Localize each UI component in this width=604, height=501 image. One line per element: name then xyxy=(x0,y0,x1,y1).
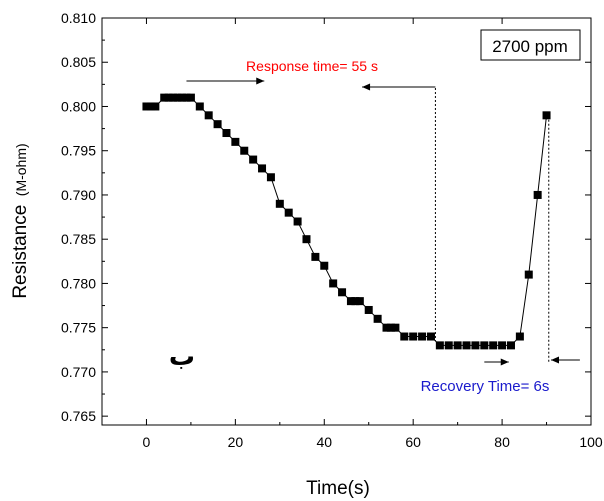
data-point xyxy=(515,332,524,341)
response-arrow-left xyxy=(362,83,436,91)
data-point xyxy=(178,93,187,102)
y-tick-label: 0.800 xyxy=(61,98,96,114)
data-point xyxy=(462,341,471,350)
data-series xyxy=(142,93,551,350)
x-tick-label: 40 xyxy=(316,434,332,450)
data-point xyxy=(302,235,311,244)
recovery-arrow-left xyxy=(550,356,580,364)
y-tick-label: 0.805 xyxy=(61,54,96,70)
data-point xyxy=(146,102,155,111)
y-axis-title-main: Resistance xyxy=(10,205,31,299)
x-axis-title: Time(s) xyxy=(306,478,370,499)
arrow-head xyxy=(500,358,509,366)
data-point xyxy=(498,341,507,350)
data-point xyxy=(213,120,222,129)
series-line xyxy=(146,97,548,346)
x-tick-label: 100 xyxy=(579,434,603,450)
data-point xyxy=(231,137,240,146)
y-tick-label: 0.795 xyxy=(61,143,96,159)
arrow-head xyxy=(256,77,265,85)
annotation-group xyxy=(186,77,580,366)
y-tick-label: 0.780 xyxy=(61,275,96,291)
data-point xyxy=(240,146,249,155)
data-point xyxy=(351,297,360,306)
data-point xyxy=(182,93,191,102)
data-point xyxy=(400,332,409,341)
response-time-label: Response time= 55 s xyxy=(246,58,378,74)
recovery-time-label: Recovery Time= 6s xyxy=(421,378,550,395)
data-point xyxy=(160,93,169,102)
data-point xyxy=(222,129,231,138)
data-point xyxy=(311,252,320,261)
x-tick-label: 20 xyxy=(228,434,244,450)
y-axis-title: Resistance (M-ohm) xyxy=(10,143,31,298)
y-tick-label: 0.770 xyxy=(61,364,96,380)
x-tick-label: 80 xyxy=(494,434,510,450)
data-point xyxy=(444,341,453,350)
data-point xyxy=(320,261,329,270)
x-tick-label: 60 xyxy=(405,434,421,450)
data-point xyxy=(249,155,258,164)
arrow-head xyxy=(362,83,371,91)
y-tick-label: 0.785 xyxy=(61,231,96,247)
panel-label: ب xyxy=(169,342,195,372)
data-point xyxy=(471,341,480,350)
data-point xyxy=(258,164,267,173)
data-point xyxy=(409,332,418,341)
data-point xyxy=(329,279,338,288)
y-tick-label: 0.810 xyxy=(61,10,96,26)
y-tick-label: 0.765 xyxy=(61,408,96,424)
data-point xyxy=(195,102,204,111)
data-point xyxy=(418,332,427,341)
recovery-arrow-right xyxy=(484,358,509,366)
data-point xyxy=(164,93,173,102)
y-tick-label: 0.775 xyxy=(61,320,96,336)
data-point xyxy=(293,217,302,226)
plot-frame xyxy=(101,17,592,426)
data-point xyxy=(355,297,364,306)
data-point xyxy=(346,297,355,306)
data-point xyxy=(426,332,435,341)
data-point xyxy=(453,341,462,350)
data-point xyxy=(524,270,533,279)
x-tick-label: 0 xyxy=(143,434,151,450)
data-point xyxy=(480,341,489,350)
data-point xyxy=(382,323,391,332)
data-point xyxy=(506,341,515,350)
data-point xyxy=(142,102,151,111)
data-point xyxy=(338,288,347,297)
data-point xyxy=(275,199,284,208)
y-tick-label: 0.790 xyxy=(61,187,96,203)
data-point xyxy=(489,341,498,350)
data-point xyxy=(386,323,395,332)
data-point xyxy=(542,111,551,120)
data-point xyxy=(186,93,195,102)
data-point xyxy=(266,173,275,182)
data-point xyxy=(435,341,444,350)
data-point xyxy=(391,323,400,332)
data-point xyxy=(204,111,213,120)
y-axis-title-unit: (M-ohm) xyxy=(13,143,29,196)
data-point xyxy=(364,305,373,314)
data-point xyxy=(151,102,160,111)
response-arrow-right xyxy=(186,77,265,85)
data-point xyxy=(373,314,382,323)
data-point xyxy=(284,208,293,217)
data-point xyxy=(173,93,182,102)
data-point xyxy=(169,93,178,102)
arrow-head xyxy=(550,356,559,364)
legend-box xyxy=(480,29,581,61)
data-point xyxy=(533,190,542,199)
legend-box-text: 2700 ppm xyxy=(492,37,568,56)
tick-group: 0 20 40 60 80 100 0.765 0.770 0.775 0.780 0.785 0.7… xyxy=(61,10,603,450)
